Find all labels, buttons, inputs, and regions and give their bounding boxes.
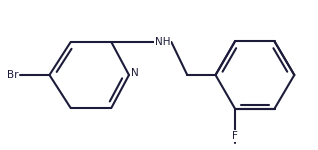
Text: F: F — [232, 131, 238, 141]
Text: Br: Br — [7, 70, 19, 80]
Text: NH: NH — [155, 37, 170, 47]
Text: N: N — [131, 68, 138, 78]
